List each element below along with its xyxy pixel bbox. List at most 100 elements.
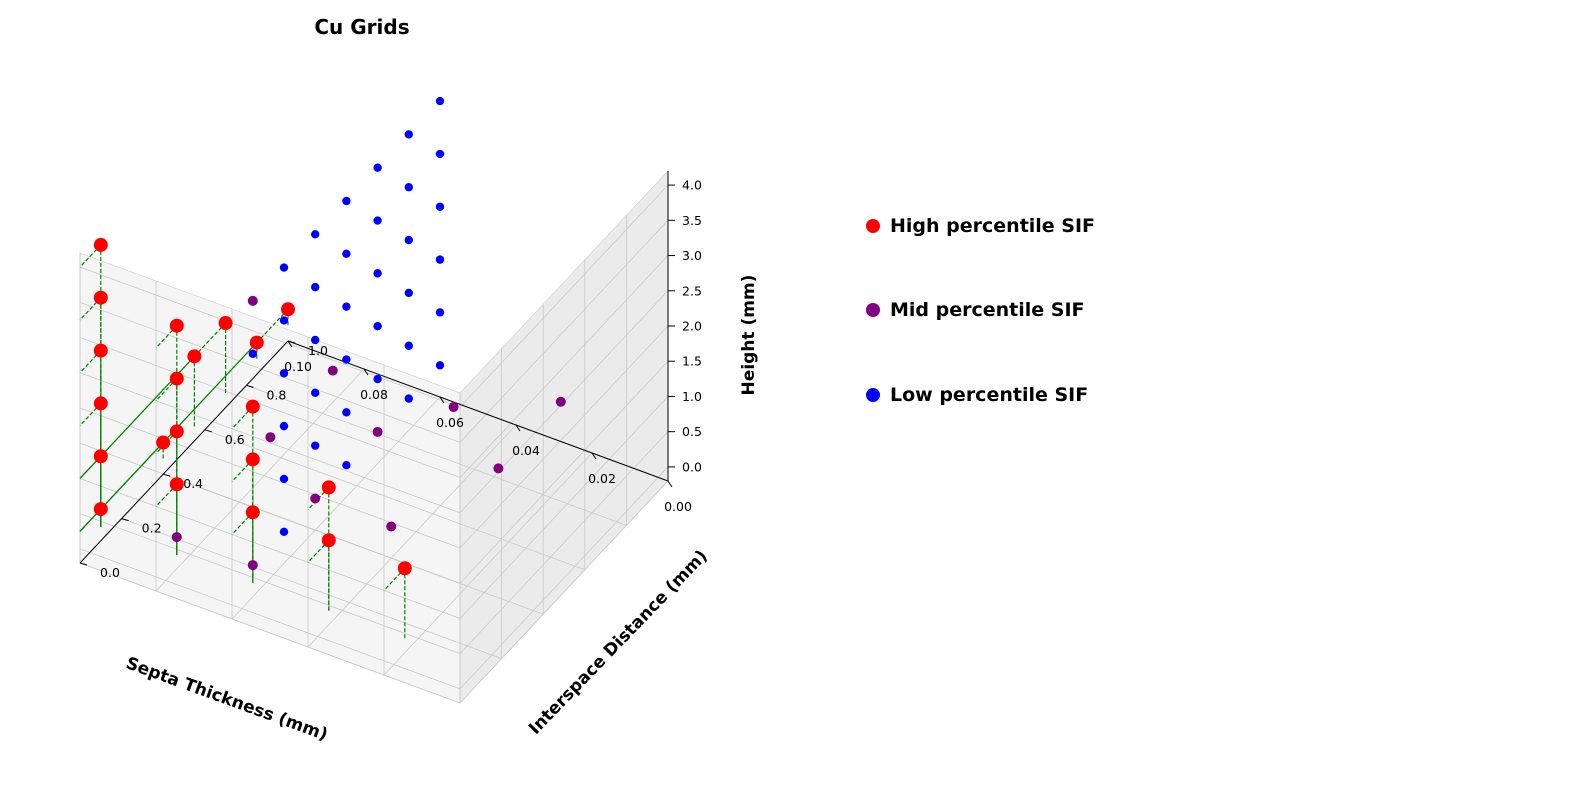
x-tick-label: 0.06 xyxy=(436,415,464,430)
grid-line-y-floor xyxy=(204,429,585,571)
x-tick-mark xyxy=(591,452,597,460)
high-sif-point xyxy=(169,318,184,333)
high-sif-point xyxy=(93,237,108,252)
low-sif-point xyxy=(435,202,445,211)
high-sif-point xyxy=(169,477,184,492)
low-sif-point xyxy=(373,216,382,225)
high-sif-point xyxy=(397,561,412,576)
low-sif-point xyxy=(311,441,320,450)
grid-line-y-floor xyxy=(246,385,627,526)
chart-title: Cu Grids xyxy=(314,15,409,39)
low-sif-point xyxy=(404,235,413,245)
low-sif-point xyxy=(435,255,445,264)
low-sif-point xyxy=(342,460,351,470)
x-tick-label: 0.08 xyxy=(360,387,388,402)
y-tick-label: 1.0 xyxy=(308,343,328,358)
x-tick-label: 0.02 xyxy=(588,471,616,486)
mid-sif-point xyxy=(448,402,459,413)
grid-line-z-left xyxy=(79,442,461,584)
y-axis-line xyxy=(79,340,289,564)
high-sif-point xyxy=(93,290,108,305)
projection-line-horizontal xyxy=(79,350,102,374)
high-sif-point xyxy=(245,505,260,520)
low-sif-point xyxy=(311,282,320,292)
high-sif-point xyxy=(169,371,184,386)
low-sif-point xyxy=(342,249,351,259)
axes-panes xyxy=(79,170,669,704)
projection-line-horizontal xyxy=(79,297,102,321)
grid-line-z-left xyxy=(79,301,461,443)
grid-line-z-right xyxy=(459,184,669,408)
y-tick-mark xyxy=(121,518,129,522)
grid-line-z-right xyxy=(459,255,669,478)
low-sif-point xyxy=(435,361,445,370)
legend: High percentile SIF Mid percentile SIF L… xyxy=(866,215,1095,406)
x-tick-label: 0.00 xyxy=(664,499,692,514)
x-tick-mark xyxy=(363,368,369,376)
grid-line-z-left xyxy=(79,266,461,408)
grid-line-y-floor xyxy=(79,562,461,704)
mid-sif-point xyxy=(386,521,397,532)
y-tick-mark xyxy=(287,340,296,344)
high-sif-point xyxy=(187,349,202,364)
grid-line-x-floor xyxy=(383,452,593,676)
y-tick-label: 0.6 xyxy=(225,432,245,447)
tick-labels: 0.00 0.02 0.04 0.06 0.08 0.10 0.0 0.2 0.4 0.6 0.8 1… xyxy=(79,178,702,580)
projection-line-horizontal xyxy=(155,325,178,349)
low-sif-point xyxy=(279,474,289,484)
x-tick-label: 0.04 xyxy=(512,443,540,458)
low-sif-point xyxy=(342,355,351,364)
high-sif-point xyxy=(93,343,108,358)
grid-line-z-left xyxy=(79,407,461,549)
high-sif-point xyxy=(93,396,108,411)
high-sif-point xyxy=(93,449,108,464)
high-sif-point xyxy=(245,452,260,467)
high-sif-point xyxy=(93,502,108,517)
mid-sif-point xyxy=(555,396,566,407)
z-tick-label: 1.0 xyxy=(682,389,702,404)
grid-line-x-floor xyxy=(155,368,365,592)
y-tick-label: 0.2 xyxy=(142,521,162,536)
low-sif-point xyxy=(311,230,320,239)
low-sif-point xyxy=(404,394,413,403)
mid-sif-point xyxy=(327,365,338,376)
z-tick-label: 0.0 xyxy=(682,459,702,474)
grid-line-x-floor xyxy=(459,480,669,704)
high-sif-point xyxy=(321,480,336,495)
mid-sif-point xyxy=(265,432,276,443)
legend-label-low: Low percentile SIF xyxy=(890,384,1088,406)
mid-sif-point xyxy=(247,295,258,306)
legend-marker-mid xyxy=(866,303,880,317)
legend-item-high: High percentile SIF xyxy=(866,215,1095,237)
legend-marker-low xyxy=(866,388,880,402)
mid-sif-point xyxy=(171,532,182,543)
x-axis-line xyxy=(287,340,669,482)
low-sif-point xyxy=(373,322,382,331)
low-sif-point xyxy=(404,288,413,298)
low-sif-point xyxy=(373,374,382,384)
high-sif-point xyxy=(245,399,260,414)
grid-line-x-floor xyxy=(307,424,517,648)
low-sif-point xyxy=(404,341,413,350)
data-points xyxy=(93,96,566,576)
x-tick-mark xyxy=(515,424,521,432)
x-tick-mark xyxy=(667,480,673,488)
low-sif-point xyxy=(435,96,445,106)
grid-line-z-left xyxy=(79,478,461,619)
z-tick-label: 2.0 xyxy=(682,319,702,334)
grid-line-z-right xyxy=(459,466,669,690)
high-sif-point xyxy=(218,316,233,331)
low-sif-point xyxy=(342,408,351,417)
low-sif-point xyxy=(279,316,289,325)
x-axis-label: Septa Thickness (mm) xyxy=(123,653,330,745)
high-sif-point xyxy=(249,335,264,350)
high-sif-point xyxy=(281,302,295,317)
low-sif-point xyxy=(373,163,382,172)
low-sif-point xyxy=(404,130,413,139)
z-tick-label: 4.0 xyxy=(682,178,702,193)
grid-line-z-right xyxy=(459,220,669,443)
grid-line-z-left xyxy=(79,337,461,478)
projection-line-horizontal xyxy=(307,539,330,563)
low-sif-point xyxy=(311,388,320,398)
